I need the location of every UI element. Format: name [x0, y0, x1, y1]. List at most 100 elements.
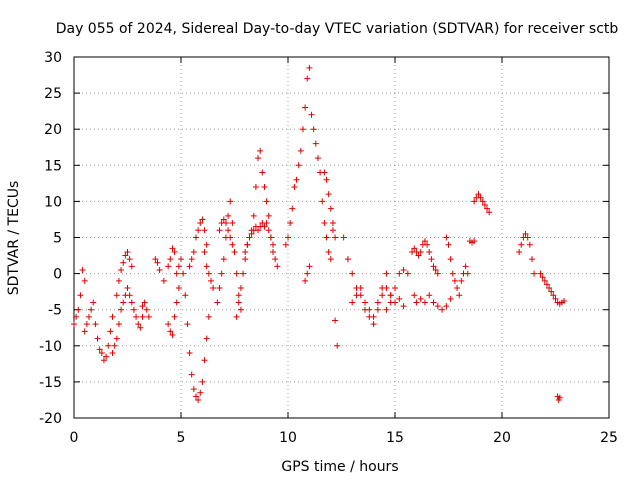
series-arc-1	[71, 266, 88, 328]
data-point	[471, 238, 478, 245]
data-point	[216, 285, 223, 292]
data-point	[462, 263, 469, 270]
series-arc-16	[282, 64, 313, 248]
y-tick-label: 15	[44, 158, 62, 174]
series-arc-27	[471, 191, 493, 216]
data-point	[115, 321, 122, 328]
data-point	[188, 371, 195, 378]
data-point	[370, 321, 377, 328]
y-tick-label: -10	[39, 339, 62, 355]
data-point	[255, 227, 262, 234]
series-arc-17	[302, 263, 313, 284]
data-point	[421, 238, 428, 245]
data-point	[71, 321, 77, 328]
data-point	[314, 155, 321, 162]
series-arc-31	[554, 393, 563, 403]
data-marks	[71, 64, 568, 403]
data-point	[287, 220, 294, 227]
data-point	[222, 220, 229, 227]
y-tick-label: -5	[48, 303, 62, 319]
data-point	[143, 306, 150, 313]
data-point	[387, 292, 394, 299]
data-point	[263, 220, 270, 227]
data-point	[173, 270, 180, 277]
data-point	[79, 266, 86, 273]
data-point	[124, 248, 131, 255]
series-arc-28	[516, 230, 538, 277]
series-arc-12	[216, 216, 236, 248]
data-point	[201, 357, 208, 364]
data-point	[518, 241, 525, 248]
data-point	[312, 140, 319, 147]
data-point	[325, 248, 332, 255]
data-point	[362, 306, 369, 313]
data-point	[225, 212, 232, 219]
data-point	[77, 292, 84, 299]
data-point	[201, 227, 208, 234]
data-point	[285, 234, 291, 241]
data-point	[291, 183, 298, 190]
series-arc-14	[242, 147, 277, 255]
data-point	[327, 256, 334, 263]
data-point	[115, 277, 122, 284]
data-point	[128, 263, 135, 270]
data-point	[344, 256, 351, 263]
data-point	[186, 350, 193, 357]
data-point	[88, 306, 95, 313]
data-point	[81, 277, 88, 284]
x-tick-label: 0	[70, 430, 79, 446]
data-point	[122, 252, 129, 259]
data-point	[426, 248, 433, 255]
data-point	[481, 202, 488, 209]
data-point	[404, 270, 411, 277]
data-point	[531, 270, 538, 277]
data-point	[282, 241, 289, 248]
data-point	[349, 299, 356, 306]
x-axis-label: GPS time / hours	[281, 459, 398, 475]
x-tick-label: 20	[493, 430, 511, 446]
y-tick-label: 5	[53, 231, 62, 247]
data-point	[103, 353, 110, 360]
data-point	[165, 321, 172, 328]
data-point	[263, 198, 270, 205]
data-point	[411, 292, 418, 299]
data-point	[205, 313, 212, 320]
data-point	[456, 292, 463, 299]
data-point	[124, 285, 131, 292]
data-point	[73, 313, 80, 320]
grid-lines	[74, 57, 609, 418]
data-point	[100, 357, 107, 364]
data-point	[188, 256, 195, 263]
data-point	[113, 335, 120, 342]
data-point	[299, 126, 306, 133]
data-point	[421, 299, 428, 306]
data-point	[156, 266, 163, 273]
data-point	[237, 306, 244, 313]
data-point	[197, 389, 204, 396]
y-axis-label: SDTVAR / TECUs	[6, 181, 22, 296]
data-point	[323, 234, 330, 241]
data-point	[304, 75, 311, 82]
data-point	[169, 331, 176, 338]
y-tick-label: 25	[44, 86, 62, 102]
series-arc-3	[109, 285, 146, 357]
data-point	[443, 303, 450, 310]
data-point	[178, 256, 184, 263]
data-point	[302, 277, 309, 284]
data-point	[180, 270, 187, 277]
data-point	[233, 313, 240, 320]
data-point	[235, 299, 242, 306]
series-arc-25	[443, 234, 471, 299]
data-point	[325, 191, 332, 198]
data-point	[203, 241, 210, 248]
data-point	[353, 292, 360, 299]
series-arc-8	[173, 256, 212, 403]
data-point	[329, 220, 336, 227]
data-point	[289, 205, 296, 212]
data-point	[274, 263, 281, 270]
data-point	[203, 263, 210, 270]
data-point	[220, 216, 227, 223]
data-point	[235, 292, 242, 299]
data-point	[201, 248, 208, 255]
data-point	[265, 227, 272, 234]
